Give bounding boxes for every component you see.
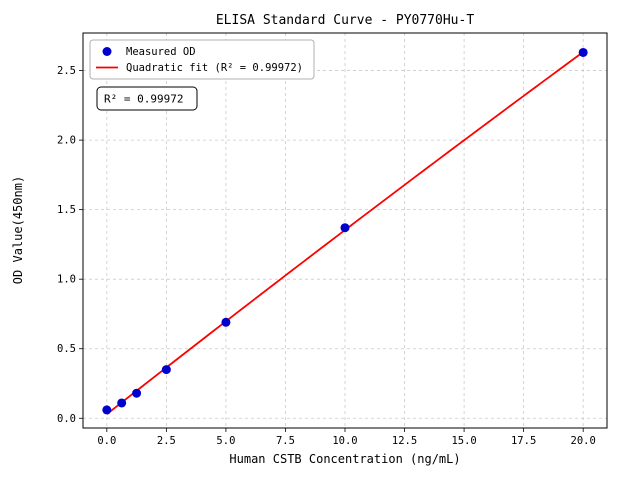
data-point (161, 365, 171, 375)
x-tick-label: 15.0 (451, 435, 476, 447)
y-tick-label: 2.0 (57, 135, 76, 147)
legend-box (89, 39, 315, 80)
y-tick-label: 0.5 (57, 343, 76, 355)
annotation-text: R² = 0.99972 (104, 93, 183, 106)
legend-label-fit: Quadratic fit (R² = 0.99972) (126, 62, 303, 74)
x-tick-label: 12.5 (392, 435, 417, 447)
r-squared-annotation: R² = 0.99972 (96, 86, 198, 111)
data-point (340, 223, 350, 233)
x-tick-label: 2.5 (157, 435, 176, 447)
y-tick-label: 0.0 (57, 413, 76, 425)
x-tick-label: 17.5 (511, 435, 536, 447)
legend-label-measured: Measured OD (126, 46, 196, 58)
data-point (117, 398, 127, 408)
x-tick-label: 10.0 (332, 435, 357, 447)
chart-title: ELISA Standard Curve - PY0770Hu-T (216, 13, 474, 28)
y-tick-label: 2.5 (57, 65, 76, 77)
axis-ticks: 0.0 2.5 5.0 7.5 10.0 12.5 15.0 17.5 20.0 0.0 0.5 1.… (57, 65, 596, 447)
x-tick-label: 7.5 (276, 435, 295, 447)
data-layer (102, 47, 588, 415)
y-tick-label: 1.0 (57, 274, 76, 286)
x-tick-label: 5.0 (216, 435, 235, 447)
data-point (132, 388, 142, 398)
legend: Measured OD Quadratic fit (R² = 0.99972) (89, 39, 315, 80)
data-point (578, 47, 588, 57)
data-point (102, 405, 112, 415)
y-tick-label: 1.5 (57, 204, 76, 216)
x-axis-label: Human CSTB Concentration (ng/mL) (229, 452, 460, 466)
data-point (221, 317, 231, 327)
legend-marker-dot (102, 47, 112, 56)
x-tick-label: 0.0 (97, 435, 116, 447)
y-axis-label: OD Value(450nm) (11, 176, 25, 284)
annotation-box (96, 86, 198, 111)
x-tick-label: 20.0 (571, 435, 596, 447)
